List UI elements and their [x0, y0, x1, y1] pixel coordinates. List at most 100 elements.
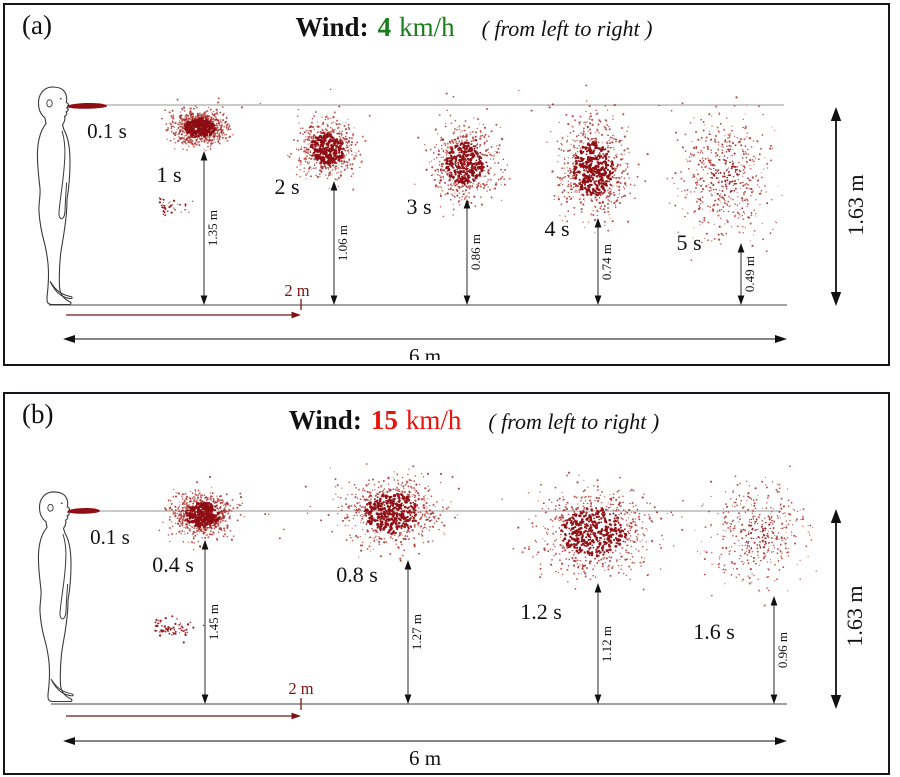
droplet	[490, 196, 493, 199]
droplet	[219, 134, 221, 137]
droplet	[574, 140, 577, 142]
droplet	[442, 169, 446, 172]
droplet	[177, 514, 180, 517]
droplet	[494, 150, 496, 152]
droplet	[456, 194, 459, 197]
droplet	[588, 122, 592, 125]
droplet	[561, 220, 563, 222]
droplet	[201, 524, 203, 527]
droplet	[717, 233, 720, 236]
droplet	[458, 128, 461, 131]
droplet	[716, 203, 719, 206]
jet-droplet	[185, 628, 188, 631]
droplet	[311, 168, 313, 170]
droplet	[466, 161, 469, 164]
droplet	[199, 546, 202, 548]
droplet	[616, 199, 619, 202]
droplet	[454, 160, 457, 163]
droplet	[424, 487, 427, 490]
droplet	[475, 131, 478, 134]
droplet	[410, 529, 412, 531]
droplet	[209, 132, 212, 135]
droplet	[570, 197, 573, 200]
droplet	[463, 156, 465, 159]
droplet	[751, 244, 754, 247]
droplet	[308, 161, 310, 163]
droplet	[735, 169, 738, 171]
droplet	[723, 129, 725, 131]
droplet	[382, 526, 386, 530]
stray-droplet	[309, 505, 312, 508]
droplet	[605, 128, 608, 131]
droplet	[366, 503, 369, 506]
droplet	[711, 125, 713, 127]
droplet	[216, 131, 219, 134]
droplet	[472, 182, 474, 185]
droplet	[750, 191, 753, 194]
droplet	[323, 158, 326, 161]
jet-droplet	[164, 207, 167, 211]
droplet	[728, 205, 731, 208]
droplet	[500, 168, 502, 171]
droplet	[202, 503, 206, 507]
droplet	[580, 140, 583, 144]
droplet	[613, 176, 615, 179]
droplet	[442, 150, 445, 153]
droplet	[742, 118, 745, 121]
droplet	[199, 528, 201, 530]
droplet	[239, 495, 243, 499]
droplet	[561, 191, 564, 194]
jet-droplet	[171, 634, 173, 636]
droplet	[225, 116, 228, 118]
droplet	[308, 166, 311, 169]
droplet	[468, 196, 470, 199]
droplet	[296, 115, 299, 118]
droplet	[728, 149, 730, 151]
jet-droplet	[162, 206, 164, 209]
droplet	[331, 169, 334, 171]
droplet	[599, 168, 603, 171]
droplet	[471, 186, 473, 188]
droplet	[744, 190, 747, 193]
droplet	[304, 139, 306, 141]
droplet-cloud	[666, 102, 783, 262]
droplet	[602, 181, 605, 185]
droplet	[413, 505, 417, 509]
droplet	[332, 121, 335, 123]
stray-droplet	[217, 97, 220, 100]
droplet	[206, 138, 209, 141]
droplet	[746, 162, 748, 164]
droplet	[174, 121, 177, 125]
droplet	[579, 164, 582, 167]
droplet	[563, 195, 566, 198]
droplet	[701, 201, 704, 203]
droplet	[353, 157, 356, 160]
droplet	[184, 533, 186, 535]
droplet	[718, 113, 721, 116]
two-meter-label: 2 m	[284, 281, 309, 300]
droplet	[305, 174, 307, 176]
stray-droplet	[259, 102, 261, 105]
jet-droplet	[163, 205, 166, 207]
time-label: 5 s	[676, 230, 701, 255]
droplet	[588, 118, 591, 121]
droplet	[605, 184, 608, 187]
droplet	[465, 147, 468, 151]
droplet	[486, 181, 488, 183]
droplet	[479, 130, 482, 132]
jet-droplet	[184, 632, 186, 634]
droplet	[746, 202, 750, 206]
droplet	[189, 509, 193, 512]
droplet	[327, 117, 330, 120]
droplet	[718, 131, 720, 134]
droplet	[396, 492, 399, 496]
droplet	[225, 121, 228, 123]
droplet	[316, 158, 319, 162]
droplet	[771, 147, 774, 149]
droplet	[335, 149, 338, 152]
droplet	[722, 185, 724, 188]
droplet	[214, 520, 218, 524]
droplet	[448, 174, 452, 178]
droplet	[456, 178, 459, 182]
droplet	[406, 493, 409, 496]
